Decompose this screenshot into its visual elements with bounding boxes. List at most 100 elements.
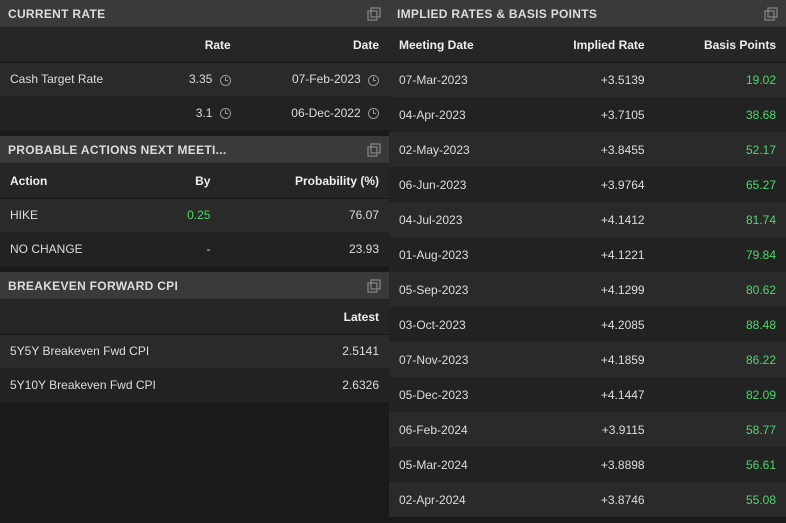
cell-basis-points: 38.68 (655, 97, 786, 132)
cell-meeting-date: 05-Mar-2024 (389, 447, 524, 482)
cell-basis-points: 56.61 (655, 447, 786, 482)
col-basis-points[interactable]: Basis Points (655, 28, 786, 62)
cell-meeting-date: 02-May-2023 (389, 132, 524, 167)
current-rate-table: Rate Date Cash Target Rate3.35 07-Feb-20… (0, 28, 389, 130)
col-date[interactable]: Date (241, 28, 389, 62)
col-prob[interactable]: Probability (%) (220, 164, 389, 198)
cell-meeting-date: 06-Feb-2024 (389, 412, 524, 447)
clock-icon (368, 108, 379, 119)
cell-meeting-date: 03-Oct-2023 (389, 307, 524, 342)
col-latest[interactable]: Latest (290, 300, 389, 334)
cell-basis-points: 86.22 (655, 342, 786, 377)
cell-meeting-date: 07-Nov-2023 (389, 342, 524, 377)
cell-basis-points: 79.84 (655, 237, 786, 272)
cell-meeting-date: 04-Jul-2023 (389, 202, 524, 237)
cell-by: - (150, 232, 220, 266)
table-row[interactable]: 5Y10Y Breakeven Fwd CPI2.6326 (0, 368, 389, 402)
right-column: IMPLIED RATES & BASIS POINTS Meeting Dat… (389, 0, 786, 523)
table-row[interactable]: 02-Apr-2024+3.874655.08 (389, 482, 786, 517)
popout-icon[interactable] (367, 143, 381, 157)
cell-meeting-date: 05-Sep-2023 (389, 272, 524, 307)
cell-meeting-date: 05-Dec-2023 (389, 377, 524, 412)
cell-meeting-date: 06-Jun-2023 (389, 167, 524, 202)
cell-basis-points: 19.02 (655, 62, 786, 97)
table-row[interactable]: Cash Target Rate3.35 07-Feb-2023 (0, 62, 389, 96)
cell-implied-rate: +4.1447 (524, 377, 654, 412)
table-row[interactable]: 04-Jul-2023+4.141281.74 (389, 202, 786, 237)
table-row[interactable]: 07-Nov-2023+4.185986.22 (389, 342, 786, 377)
cell-implied-rate: +4.1221 (524, 237, 654, 272)
cell-action: NO CHANGE (0, 232, 150, 266)
table-row[interactable]: 06-Jun-2023+3.976465.27 (389, 167, 786, 202)
cpi-table: Latest 5Y5Y Breakeven Fwd CPI2.51415Y10Y… (0, 300, 389, 402)
cell-implied-rate: +3.9764 (524, 167, 654, 202)
col-implied-rate[interactable]: Implied Rate (524, 28, 654, 62)
cell-label: Cash Target Rate (0, 62, 156, 96)
cell-label: 5Y5Y Breakeven Fwd CPI (0, 334, 290, 368)
popout-icon[interactable] (367, 7, 381, 21)
clock-icon (220, 108, 231, 119)
cell-date: 06-Dec-2022 (241, 96, 389, 130)
popout-icon[interactable] (367, 279, 381, 293)
clock-icon (368, 75, 379, 86)
table-row[interactable]: 06-Feb-2024+3.911558.77 (389, 412, 786, 447)
clock-icon (220, 75, 231, 86)
table-row[interactable]: 05-Dec-2023+4.144782.09 (389, 377, 786, 412)
cpi-header: BREAKEVEN FORWARD CPI (0, 272, 389, 300)
cell-implied-rate: +4.1859 (524, 342, 654, 377)
cell-implied-rate: +3.9115 (524, 412, 654, 447)
table-row[interactable]: 07-Mar-2023+3.513919.02 (389, 62, 786, 97)
cell-implied-rate: +4.1412 (524, 202, 654, 237)
cell-implied-rate: +3.8455 (524, 132, 654, 167)
actions-table: Action By Probability (%) HIKE0.2576.07N… (0, 164, 389, 266)
cell-action: HIKE (0, 198, 150, 232)
cell-date: 07-Feb-2023 (241, 62, 389, 96)
implied-title: IMPLIED RATES & BASIS POINTS (397, 7, 764, 21)
cell-meeting-date: 01-Aug-2023 (389, 237, 524, 272)
cell-basis-points: 80.62 (655, 272, 786, 307)
cell-label: 5Y10Y Breakeven Fwd CPI (0, 368, 290, 402)
cell-prob: 76.07 (220, 198, 389, 232)
cell-implied-rate: +3.5139 (524, 62, 654, 97)
cell-prob: 23.93 (220, 232, 389, 266)
cell-implied-rate: +4.2085 (524, 307, 654, 342)
cell-basis-points: 82.09 (655, 377, 786, 412)
cell-by: 0.25 (150, 198, 220, 232)
table-row[interactable]: NO CHANGE-23.93 (0, 232, 389, 266)
popout-icon[interactable] (764, 7, 778, 21)
actions-title: PROBABLE ACTIONS NEXT MEETI... (8, 143, 367, 157)
cell-implied-rate: +4.1299 (524, 272, 654, 307)
current-rate-header: CURRENT RATE (0, 0, 389, 28)
cell-implied-rate: +3.7105 (524, 97, 654, 132)
cell-implied-rate: +3.8898 (524, 447, 654, 482)
col-rate[interactable]: Rate (156, 28, 241, 62)
cell-basis-points: 65.27 (655, 167, 786, 202)
table-row[interactable]: HIKE0.2576.07 (0, 198, 389, 232)
cell-basis-points: 58.77 (655, 412, 786, 447)
cell-meeting-date: 04-Apr-2023 (389, 97, 524, 132)
cell-basis-points: 88.48 (655, 307, 786, 342)
cell-meeting-date: 07-Mar-2023 (389, 62, 524, 97)
cell-implied-rate: +3.8746 (524, 482, 654, 517)
cell-latest: 2.6326 (290, 368, 389, 402)
current-rate-title: CURRENT RATE (8, 7, 367, 21)
table-row[interactable]: 3.1 06-Dec-2022 (0, 96, 389, 130)
col-by[interactable]: By (150, 164, 220, 198)
table-row[interactable]: 01-Aug-2023+4.122179.84 (389, 237, 786, 272)
cell-basis-points: 52.17 (655, 132, 786, 167)
implied-header: IMPLIED RATES & BASIS POINTS (389, 0, 786, 28)
cell-basis-points: 81.74 (655, 202, 786, 237)
col-empty (0, 28, 156, 62)
col-action[interactable]: Action (0, 164, 150, 198)
col-meeting-date[interactable]: Meeting Date (389, 28, 524, 62)
cell-rate: 3.35 (156, 62, 241, 96)
table-row[interactable]: 05-Mar-2024+3.889856.61 (389, 447, 786, 482)
table-row[interactable]: 5Y5Y Breakeven Fwd CPI2.5141 (0, 334, 389, 368)
table-row[interactable]: 03-Oct-2023+4.208588.48 (389, 307, 786, 342)
cell-label (0, 96, 156, 130)
table-row[interactable]: 05-Sep-2023+4.129980.62 (389, 272, 786, 307)
cell-latest: 2.5141 (290, 334, 389, 368)
table-row[interactable]: 04-Apr-2023+3.710538.68 (389, 97, 786, 132)
col-empty (0, 300, 290, 334)
table-row[interactable]: 02-May-2023+3.845552.17 (389, 132, 786, 167)
